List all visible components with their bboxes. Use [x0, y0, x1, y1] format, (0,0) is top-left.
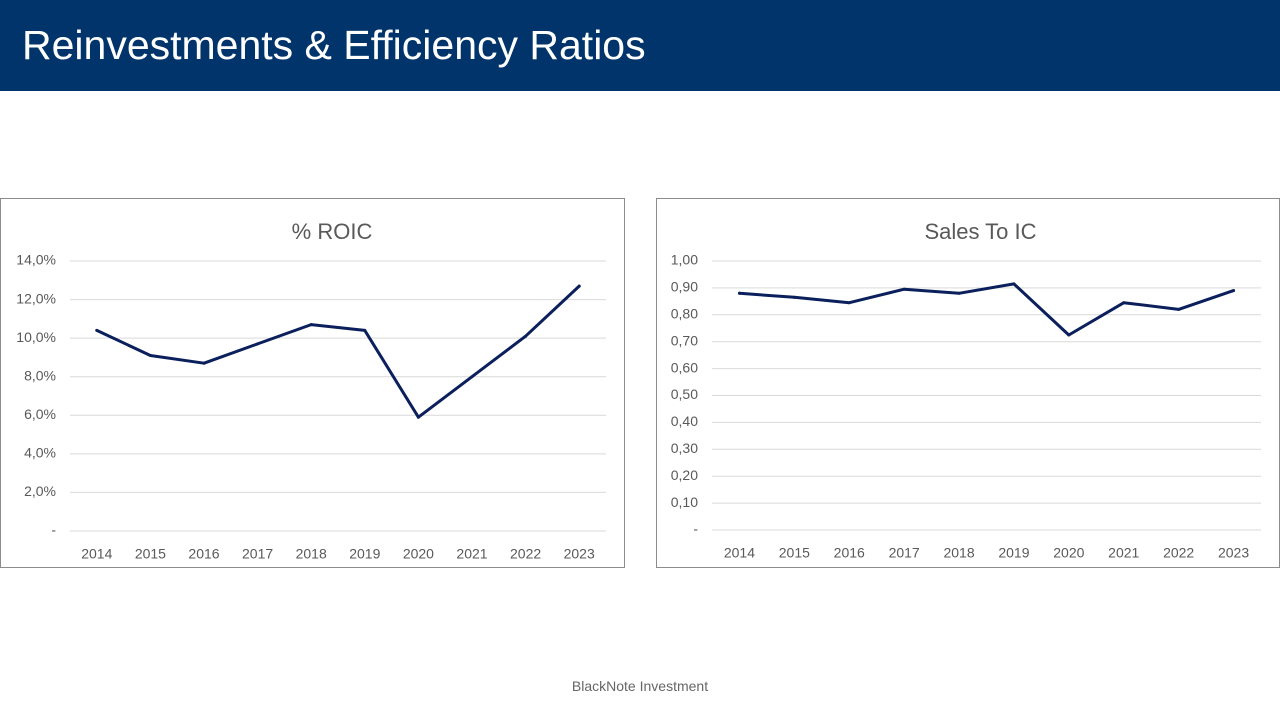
roic-x-tick-label: 2014: [81, 546, 112, 562]
roic-series-line: [95, 284, 581, 419]
sales-to-ic-y-tick-label: 0,20: [671, 467, 698, 483]
sales-to-ic-y-tick-label: 1,00: [671, 252, 698, 268]
sales-to-ic-x-tick-label: 2017: [889, 545, 920, 561]
sales-to-ic-data-point: [1232, 289, 1236, 293]
roic-data-point: [416, 415, 420, 419]
roic-x-tick-label: 2020: [403, 546, 434, 562]
roic-data-point: [256, 342, 260, 346]
roic-data-point: [95, 328, 99, 332]
roic-data-point: [309, 323, 313, 327]
roic-chart: % ROIC - 2,0% 4,0% 6,0% 8,0% 10,0% 12,0% 14,0% 20…: [0, 198, 625, 568]
sales-to-ic-y-tick-label: 0,90: [671, 279, 698, 295]
sales-to-ic-data-point: [1012, 282, 1016, 286]
sales-to-ic-y-tick-label: 0,80: [671, 306, 698, 322]
roic-data-point: [470, 375, 474, 379]
roic-y-tick-label: 4,0%: [24, 445, 56, 461]
roic-x-tick-label: 2017: [242, 546, 273, 562]
sales-to-ic-y-tick-label: 0,50: [671, 386, 698, 402]
sales-to-ic-x-tick-label: 2022: [1163, 545, 1194, 561]
roic-x-tick-label: 2016: [188, 546, 219, 562]
sales-to-ic-x-tick-label: 2018: [943, 545, 974, 561]
footer-brand: BlackNote Investment: [571, 678, 709, 694]
roic-data-point: [524, 334, 528, 338]
sales-to-ic-chart-svg: Sales To IC - 0,10 0,20 0,30 0,40 0,50 0,60 0,70…: [671, 219, 1261, 561]
page-title: Reinvestments & Efficiency Ratios: [22, 22, 646, 68]
sales-to-ic-data-point: [902, 287, 906, 291]
sales-to-ic-data-point: [957, 291, 961, 295]
sales-to-ic-data-point: [1177, 307, 1181, 311]
sales-to-ic-y-tick-label: 0,70: [671, 332, 698, 348]
roic-x-tick-label: 2018: [296, 546, 327, 562]
roic-y-tick-label: 6,0%: [24, 406, 56, 422]
roic-x-tick-label: 2019: [349, 546, 380, 562]
sales-to-ic-y-tick-label: 0,10: [671, 494, 698, 510]
sales-to-ic-x-tick-label: 2016: [834, 545, 865, 561]
sales-to-ic-y-tick-label: 0,30: [671, 440, 698, 456]
sales-to-ic-data-point: [1067, 333, 1071, 337]
sales-to-ic-x-tick-label: 2019: [998, 545, 1029, 561]
header-bar: Reinvestments & Efficiency Ratios: [0, 0, 1280, 91]
roic-data-point: [363, 328, 367, 332]
sales-to-ic-x-tick-label: 2023: [1218, 545, 1249, 561]
roic-data-point: [577, 284, 581, 288]
roic-y-tick-label: 2,0%: [24, 483, 56, 499]
roic-chart-svg: % ROIC - 2,0% 4,0% 6,0% 8,0% 10,0% 12,0% 14,0% 20…: [16, 219, 606, 562]
sales-to-ic-data-point: [1122, 301, 1126, 305]
roic-x-tick-label: 2023: [564, 546, 595, 562]
roic-y-tick-label: 8,0%: [24, 367, 56, 383]
roic-y-tick-label: 14,0%: [16, 252, 56, 268]
sales-to-ic-data-point: [792, 295, 796, 299]
sales-to-ic-x-tick-label: 2014: [724, 545, 755, 561]
sales-to-ic-chart: Sales To IC - 0,10 0,20 0,30 0,40 0,50 0,60 0,70…: [656, 198, 1280, 568]
sales-to-ic-x-tick-label: 2021: [1108, 545, 1139, 561]
roic-y-tick-label: 12,0%: [16, 290, 56, 306]
sales-to-ic-y-tick-label: -: [693, 521, 698, 537]
roic-y-tick-label: 10,0%: [16, 329, 56, 345]
roic-x-tick-label: 2021: [456, 546, 487, 562]
sales-to-ic-data-point: [737, 291, 741, 295]
roic-chart-title: % ROIC: [292, 219, 373, 244]
sales-to-ic-data-point: [847, 301, 851, 305]
roic-data-point: [148, 354, 152, 357]
sales-to-ic-chart-title: Sales To IC: [924, 219, 1036, 244]
roic-x-tick-label: 2022: [510, 546, 541, 562]
sales-to-ic-series-line: [738, 282, 1235, 337]
roic-y-tick-label: -: [51, 522, 56, 538]
roic-data-point: [202, 361, 206, 365]
sales-to-ic-x-tick-label: 2020: [1053, 545, 1084, 561]
roic-x-tick-label: 2015: [135, 546, 166, 562]
sales-to-ic-y-tick-label: 0,40: [671, 413, 698, 429]
sales-to-ic-y-tick-label: 0,60: [671, 359, 698, 375]
sales-to-ic-x-tick-label: 2015: [779, 545, 810, 561]
